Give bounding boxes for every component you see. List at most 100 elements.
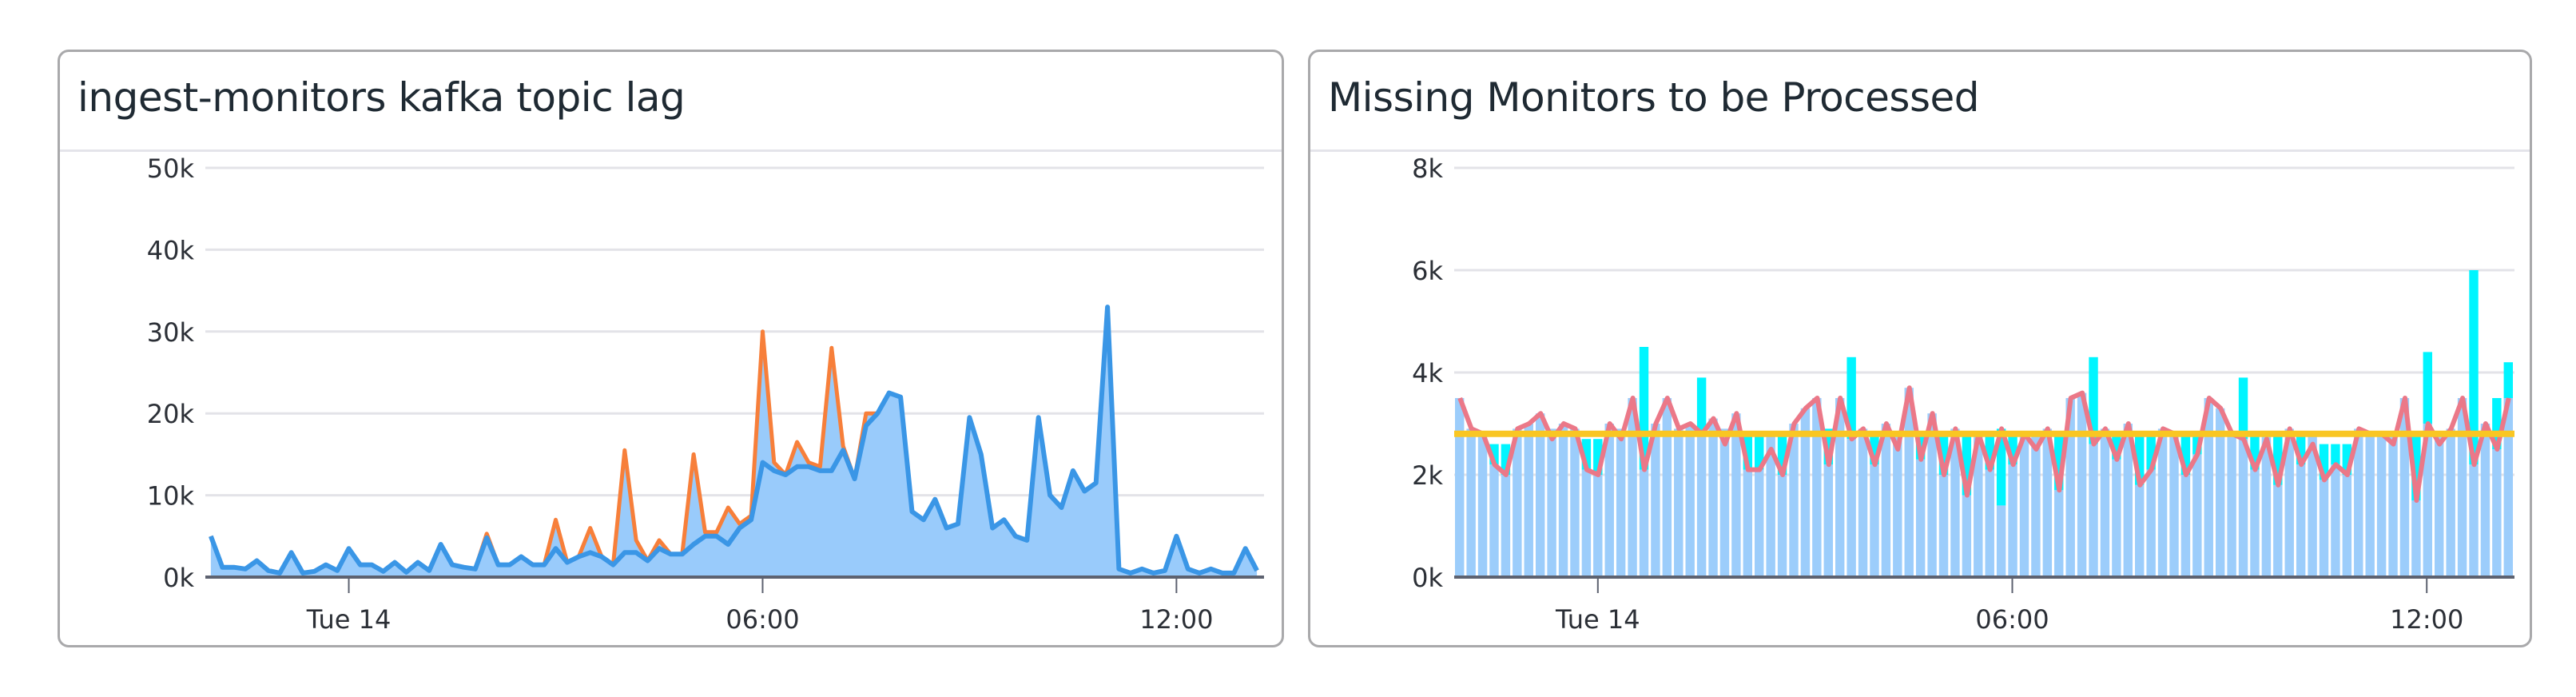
bar <box>2031 433 2041 577</box>
bar <box>1513 428 1522 577</box>
bar <box>2423 424 2433 577</box>
widget-title: Missing Monitors to be Processed <box>1328 74 1980 121</box>
bar <box>1547 428 1556 577</box>
bar <box>2227 433 2236 577</box>
bar <box>2342 475 2352 577</box>
bar <box>2331 464 2340 577</box>
bar <box>1628 398 1637 577</box>
bar <box>1604 424 1614 577</box>
y-tick-label: 6k <box>1412 256 1443 286</box>
bar <box>1950 428 1960 577</box>
bar <box>2435 433 2444 577</box>
y-tick-label: 30k <box>147 317 195 348</box>
bar <box>2284 428 2294 577</box>
bar <box>1570 428 1580 577</box>
bar <box>2319 480 2329 577</box>
bar <box>1766 433 1775 577</box>
y-tick-label: 0k <box>163 563 194 593</box>
bar <box>1904 388 1914 577</box>
bar <box>2192 454 2202 577</box>
bar <box>1731 413 1741 577</box>
bar <box>1777 475 1787 577</box>
bar <box>1743 469 1753 577</box>
bar <box>2376 433 2387 577</box>
bar-highlight <box>1777 433 1787 475</box>
bar <box>1915 459 1926 577</box>
y-tick-label: 50k <box>147 153 195 184</box>
widget-title: ingest-monitors kafka topic lag <box>78 74 686 121</box>
bar <box>2238 439 2248 577</box>
bar <box>2469 464 2479 577</box>
bar <box>1823 464 1833 577</box>
bar <box>1996 505 2006 577</box>
bar-highlight <box>1962 433 1972 496</box>
bar-highlight <box>2089 356 2098 444</box>
bar <box>1535 413 1545 577</box>
x-tick-label: 12:00 <box>2390 604 2463 635</box>
bar <box>1893 433 1902 577</box>
bar <box>2503 398 2513 577</box>
bar <box>2157 428 2168 577</box>
bar-highlight <box>1823 428 1833 465</box>
bar <box>1501 475 1511 577</box>
bar-highlight <box>1743 433 1753 470</box>
bar-highlight <box>2238 377 2248 440</box>
bar <box>1466 428 1476 577</box>
bar <box>1985 469 1994 577</box>
bar <box>1927 413 1937 577</box>
bar-highlight <box>2273 433 2283 485</box>
y-tick-label: 40k <box>147 235 195 265</box>
bar <box>1696 433 1707 577</box>
bar-highlight <box>2423 352 2433 424</box>
series-line-pink <box>1457 385 2511 503</box>
bar <box>2480 424 2491 577</box>
bar <box>1558 424 1568 577</box>
bar <box>2365 433 2375 577</box>
bar <box>1524 424 1533 577</box>
bar <box>1719 428 1730 577</box>
bar <box>1651 424 1660 577</box>
bar <box>1881 424 1891 577</box>
bar <box>2354 428 2363 577</box>
bar <box>2250 469 2260 577</box>
bar <box>1593 475 1603 577</box>
bar <box>1639 469 1649 577</box>
missing-monitors-widget: Missing Monitors to be Processed <box>1308 50 2532 647</box>
bar <box>2054 490 2064 577</box>
bar <box>1662 398 1672 577</box>
bar <box>2215 408 2225 577</box>
x-tick-label: 06:00 <box>725 604 799 635</box>
bar <box>2492 449 2502 577</box>
bar-highlight <box>2112 433 2121 460</box>
bar <box>1847 439 1856 577</box>
bar-highlight <box>2192 433 2202 455</box>
y-tick-label: 8k <box>1412 153 1443 184</box>
bar <box>1858 428 1868 577</box>
bar <box>2169 433 2179 577</box>
bar-highlight <box>1639 347 1649 470</box>
bar-highlight <box>2296 433 2306 465</box>
bar-highlight <box>1501 444 1511 475</box>
bar-highlight <box>2469 270 2479 465</box>
bar-highlight <box>2135 433 2145 485</box>
x-tick-label: Tue 14 <box>306 604 392 635</box>
bar-highlight <box>1870 433 1879 465</box>
bar <box>2411 500 2421 577</box>
bar <box>2204 398 2213 577</box>
bar <box>2019 433 2029 577</box>
bar <box>1812 398 1822 577</box>
bar <box>2308 433 2317 577</box>
bar-highlight <box>1593 439 1603 475</box>
bar <box>1755 469 1764 577</box>
bar-highlight <box>1996 428 2006 506</box>
bar-highlight <box>2008 433 2017 465</box>
y-tick-label: 10k <box>147 481 195 512</box>
bar-highlight <box>2503 362 2513 398</box>
bar-highlight <box>1938 433 1949 475</box>
bar-highlight <box>1755 433 1764 470</box>
bar <box>2077 392 2087 577</box>
bar <box>2135 484 2145 577</box>
bar <box>1489 464 1499 577</box>
bar-highlight <box>2054 433 2064 491</box>
bar-highlight <box>1985 433 1994 470</box>
